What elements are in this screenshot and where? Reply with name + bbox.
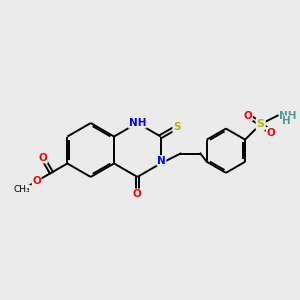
Text: O: O — [266, 128, 275, 138]
Text: S: S — [173, 122, 180, 132]
Text: O: O — [38, 153, 47, 163]
Text: O: O — [244, 110, 252, 121]
Text: O: O — [32, 176, 41, 186]
Text: N: N — [157, 156, 166, 166]
Text: CH₃: CH₃ — [14, 185, 30, 194]
Text: NH: NH — [129, 118, 146, 128]
Text: O: O — [133, 189, 142, 199]
Text: NH: NH — [279, 110, 297, 121]
Text: H: H — [282, 116, 291, 126]
Text: S: S — [257, 119, 265, 129]
